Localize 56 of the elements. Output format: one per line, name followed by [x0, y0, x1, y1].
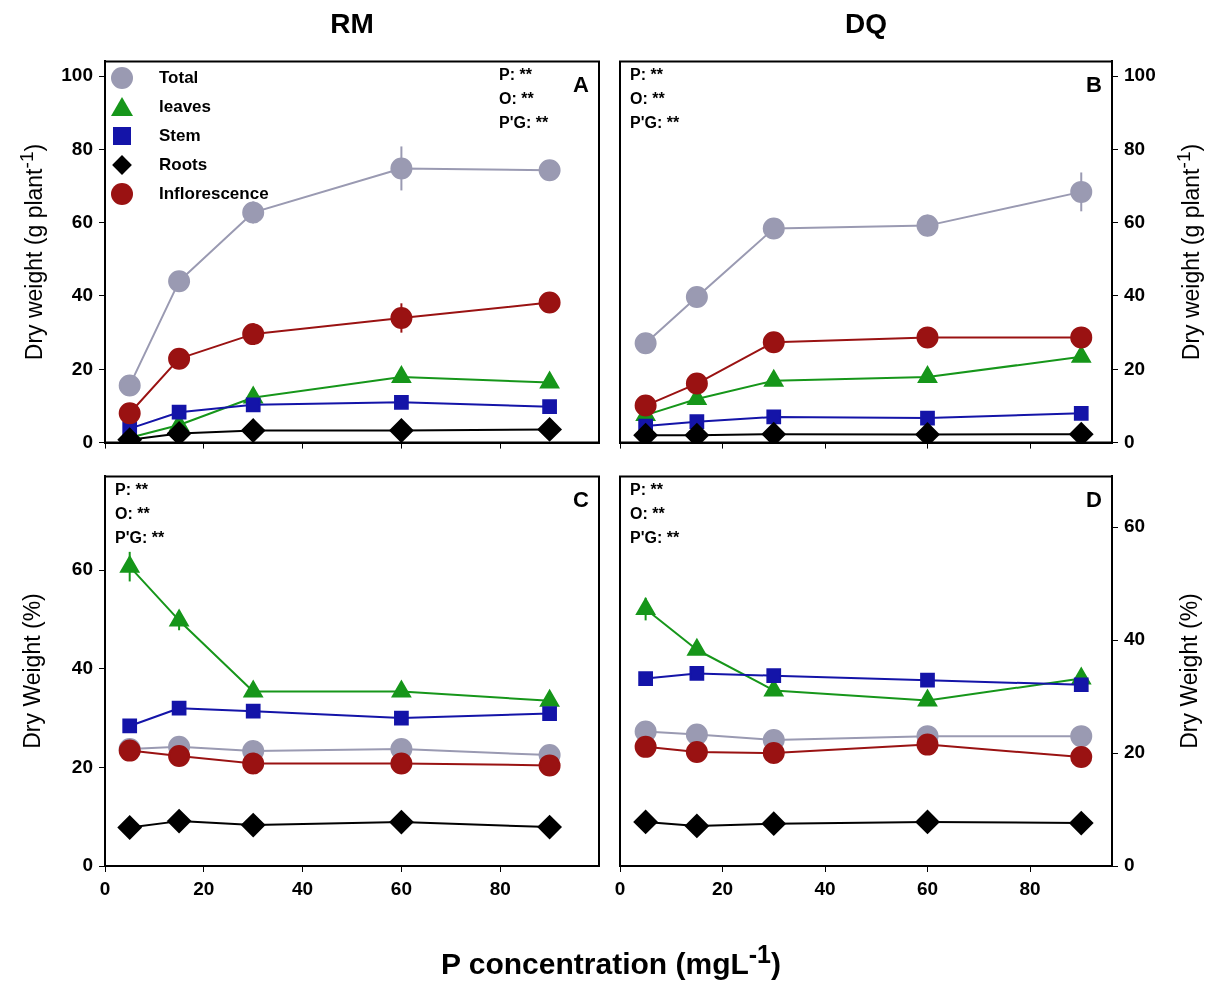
annotation: P: **: [115, 480, 149, 498]
annotation: O: **: [499, 89, 535, 107]
annotation: C: [573, 487, 590, 513]
y2-tick-label: 100: [1124, 64, 1156, 86]
annotation: P: **: [630, 65, 664, 83]
x-tick-label: 60: [916, 877, 939, 899]
annotation: P'G: **: [630, 528, 680, 546]
x-tick-label: 20: [193, 877, 215, 899]
y2-axis-title: Dry Weight (%): [1175, 593, 1203, 749]
y-tick-label: 80: [71, 137, 93, 159]
y2-tick-label: 40: [1124, 284, 1146, 306]
y2-tick-label: 0: [1124, 854, 1135, 876]
legend-label: Total: [159, 67, 199, 90]
annotation: O: **: [115, 504, 151, 522]
y2-tick-label: 60: [1124, 210, 1146, 232]
x-tick-label: 20: [711, 877, 734, 899]
legend-label: Stem: [159, 125, 201, 148]
x-tick-label: 80: [489, 877, 511, 899]
y-tick-label: 60: [71, 210, 93, 232]
y2-tick-label: 80: [1124, 137, 1146, 159]
x-axis-title: P concentration (mgL$^{-1}$): [440, 940, 782, 981]
y2-tick-label: 20: [1124, 741, 1146, 763]
annotation: B: [1086, 72, 1102, 98]
y-tick-label: 100: [61, 64, 93, 86]
annotation: P: **: [499, 65, 533, 83]
x-tick-label: 0: [614, 877, 626, 899]
y-tick-label: 40: [71, 656, 93, 678]
chart-title: RM: [330, 8, 374, 40]
y-tick-label: 20: [71, 755, 93, 777]
annotation: P'G: **: [499, 113, 549, 131]
x-tick-label: 40: [292, 877, 314, 899]
y-tick-label: 40: [71, 284, 93, 306]
chart-title: DQ: [845, 8, 887, 40]
y-tick-label: 20: [71, 357, 93, 379]
legend-label: leaves: [159, 96, 211, 119]
annotation: A: [573, 72, 590, 98]
y2-tick-label: 40: [1124, 628, 1146, 650]
annotation: D: [1086, 487, 1102, 513]
annotation: P'G: **: [630, 113, 680, 131]
y2-tick-label: 60: [1124, 515, 1146, 537]
annotation: P: **: [630, 480, 664, 498]
y-axis-title: Dry Weight (%): [18, 593, 46, 749]
x-tick-label: 80: [1019, 877, 1041, 899]
x-tick-label: 60: [390, 877, 412, 899]
y-tick-label: 60: [71, 558, 93, 580]
y-tick-label: 0: [82, 430, 93, 452]
y2-tick-label: 20: [1124, 357, 1146, 379]
legend-label: Roots: [159, 154, 208, 177]
legend-label: Inflorescence: [159, 183, 269, 206]
y2-tick-label: 0: [1124, 430, 1135, 452]
annotation: O: **: [630, 89, 666, 107]
x-tick-label: 0: [99, 877, 111, 899]
y-tick-label: 0: [82, 854, 93, 876]
annotation: O: **: [630, 504, 666, 522]
x-tick-label: 40: [814, 877, 836, 899]
annotation: P'G: **: [115, 528, 165, 546]
